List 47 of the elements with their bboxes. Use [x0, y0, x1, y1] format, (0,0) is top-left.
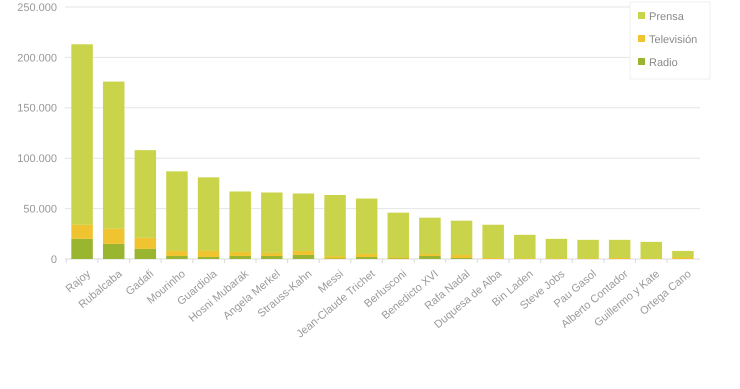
legend-label: Televisión: [649, 34, 698, 46]
bar: [198, 250, 220, 257]
bar: [482, 224, 504, 258]
bar: [419, 256, 441, 259]
bar: [324, 194, 346, 256]
bar: [134, 238, 156, 249]
bar: [261, 192, 283, 253]
bar: [608, 240, 630, 258]
bar: [71, 238, 93, 259]
bar: [514, 234, 536, 258]
y-tick-label: 100.000: [17, 153, 57, 166]
bar: [292, 254, 314, 259]
y-tick-label: 0: [50, 254, 57, 266]
bar: [577, 240, 599, 258]
bar: [166, 171, 188, 251]
bar: [261, 256, 283, 259]
bar: [292, 193, 314, 251]
bar: [450, 254, 472, 258]
bar: [356, 198, 378, 254]
bar: [546, 238, 568, 258]
y-tick-label: 150.000: [17, 102, 57, 115]
bar: [292, 250, 314, 255]
legend-label: Radio: [649, 56, 678, 69]
bar: [134, 150, 156, 238]
bar: [71, 224, 93, 239]
y-tick-label: 250.000: [17, 2, 57, 14]
bar: [229, 191, 251, 252]
legend-label: Prensa: [649, 10, 685, 23]
bar: [102, 244, 124, 259]
y-tick-label: 50.000: [23, 203, 57, 216]
bar: [229, 256, 251, 259]
bar: [672, 250, 694, 258]
bar: [450, 220, 472, 255]
bar: [229, 252, 251, 256]
bar: [166, 250, 188, 256]
bar: [166, 256, 188, 259]
bar: [356, 254, 378, 257]
y-tick-label: 200.000: [17, 52, 57, 64]
bar: [102, 82, 124, 229]
bar: [198, 177, 220, 251]
bar: [102, 228, 124, 244]
bar: [134, 248, 156, 259]
bar: [388, 212, 410, 258]
bar: [71, 44, 93, 225]
bar: [261, 252, 283, 256]
bar: [419, 218, 441, 254]
bar: [640, 242, 662, 258]
